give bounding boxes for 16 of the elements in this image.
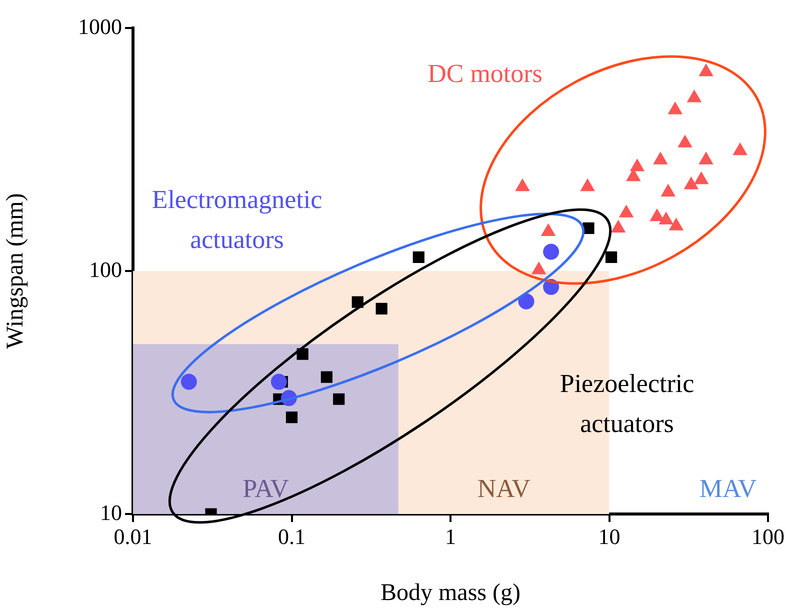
y-axis-title: Wingspan (mm) bbox=[2, 193, 29, 349]
y-tick-label: 10 bbox=[100, 500, 122, 525]
x-tick-label: 100 bbox=[752, 524, 784, 549]
x-tick-label: 0.1 bbox=[278, 524, 306, 549]
x-tick-label: 1 bbox=[445, 524, 456, 549]
y-tick-label: 1000 bbox=[78, 14, 122, 39]
series-label: NAV bbox=[477, 474, 531, 503]
text: Piezoelectric actuators bbox=[560, 368, 694, 438]
x-axis-title: Body mass (g) bbox=[380, 580, 520, 606]
text: DC motors bbox=[428, 58, 542, 88]
series-label: PAV bbox=[242, 474, 290, 503]
y-tick-label: 100 bbox=[89, 256, 122, 282]
x-tick-label: 10 bbox=[598, 524, 620, 549]
x-tick-label: 0.01 bbox=[114, 524, 152, 549]
annotation: MAV bbox=[699, 474, 757, 503]
text: Electromagnetic actuators bbox=[152, 184, 322, 254]
